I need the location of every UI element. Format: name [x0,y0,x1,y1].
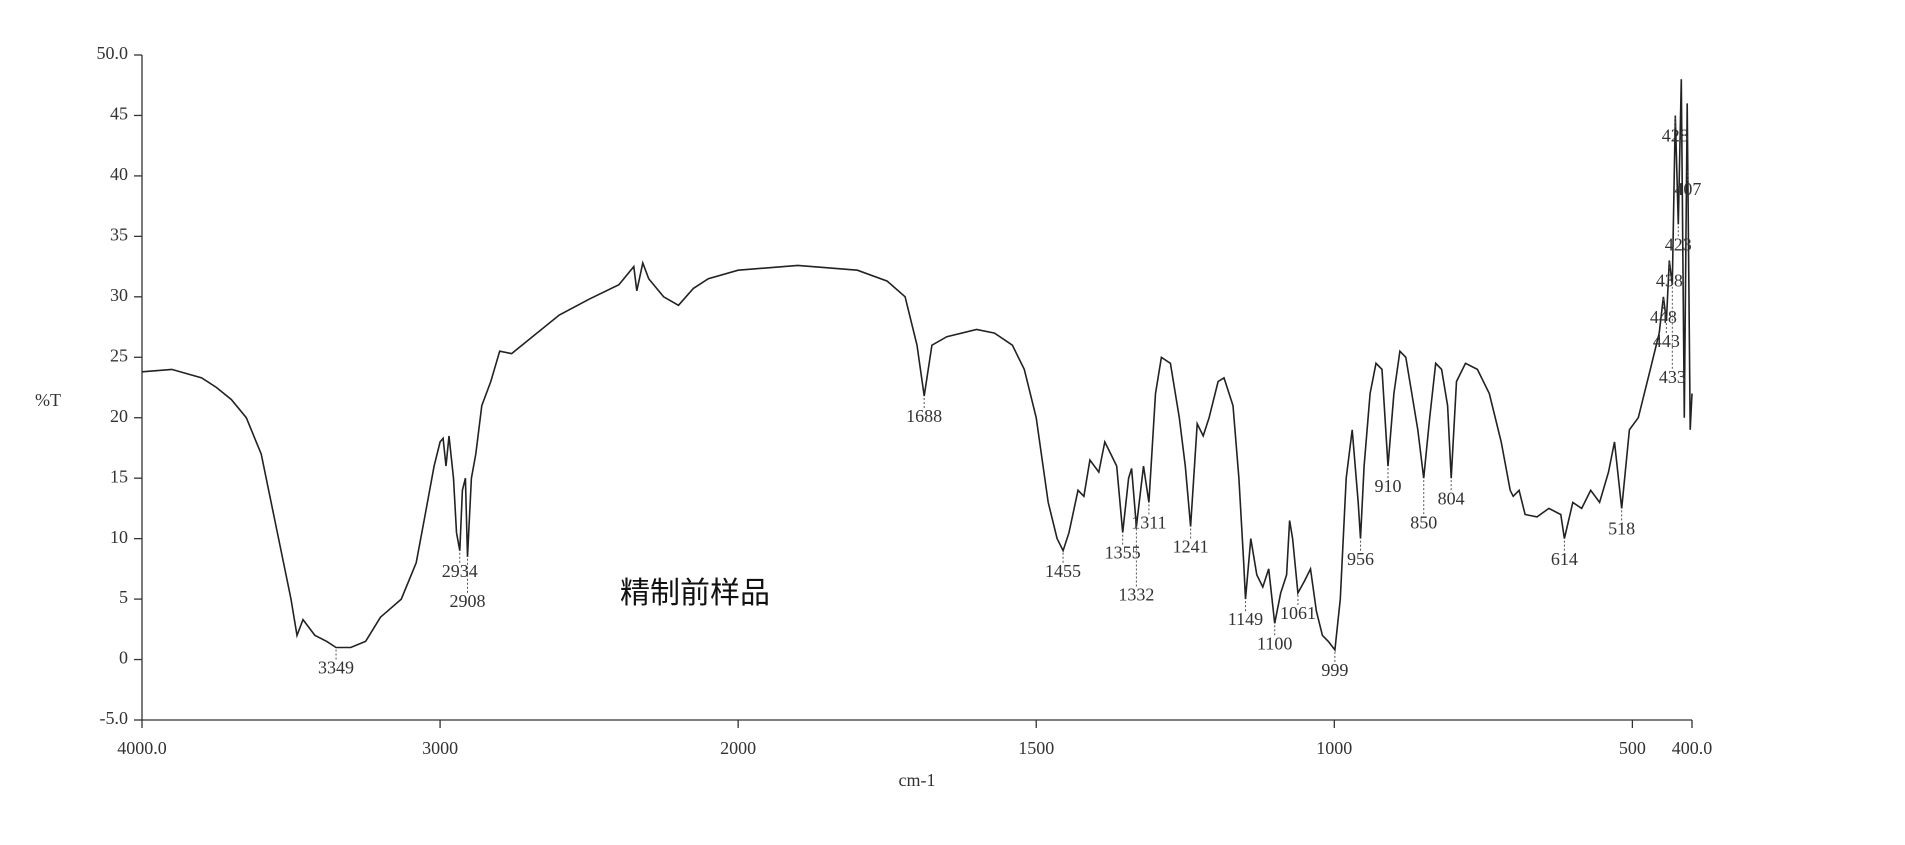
peak-label: 614 [1551,549,1578,569]
peak-label: 1355 [1105,543,1141,563]
x-tick-label: 400.0 [1672,738,1713,758]
peak-label: 1061 [1280,603,1316,623]
peak-label: 850 [1410,512,1437,532]
peak-label: 3349 [318,658,354,678]
y-tick-label: 0 [119,648,128,668]
peak-label: 1311 [1131,512,1166,532]
y-axis-label: %T [35,390,61,410]
x-tick-label: 3000 [422,738,458,758]
spectrum-line [141,79,1693,652]
peak-label: 407 [1674,179,1701,199]
y-tick-label: 45 [110,104,128,124]
peak-label: 423 [1665,234,1692,254]
peak-label: 804 [1438,488,1465,508]
y-tick-label: 15 [110,466,128,486]
y-tick-label: 35 [110,224,128,244]
peak-label: 1455 [1045,561,1081,581]
sample-annotation: 精制前样品 [620,577,770,610]
peak-label: 1149 [1228,609,1263,629]
x-tick-label: 1500 [1018,738,1054,758]
peak-label: 2908 [450,591,486,611]
y-tick-label: 30 [110,285,128,305]
x-tick-label: 2000 [720,738,756,758]
peak-label: 910 [1374,476,1401,496]
peak-label: 1688 [906,406,942,426]
y-tick-label: 40 [110,164,128,184]
peak-label: 999 [1321,660,1348,680]
peak-label: 518 [1608,519,1635,539]
y-tick-label: 5 [119,587,128,607]
y-tick-label: 25 [110,345,128,365]
peak-label: 438 [1656,271,1683,291]
y-tick-label: 10 [110,527,128,547]
peak-label: 448 [1650,307,1677,327]
y-tick-label: 50.0 [97,43,129,63]
peak-label: 433 [1659,367,1686,387]
x-tick-label: 4000.0 [117,738,167,758]
x-tick-label: 500 [1619,738,1646,758]
peak-label: 1332 [1118,585,1154,605]
peak-label: 1100 [1257,633,1292,653]
peak-label: 2934 [442,561,478,581]
peak-label: 1241 [1173,537,1209,557]
y-tick-label: 20 [110,406,128,426]
peak-label: 443 [1653,331,1680,351]
x-tick-label: 1000 [1316,738,1352,758]
peak-label: 956 [1347,549,1374,569]
x-axis-label: cm-1 [899,770,936,790]
y-tick-label: -5.0 [100,708,129,728]
peak-label: 428 [1662,126,1689,146]
